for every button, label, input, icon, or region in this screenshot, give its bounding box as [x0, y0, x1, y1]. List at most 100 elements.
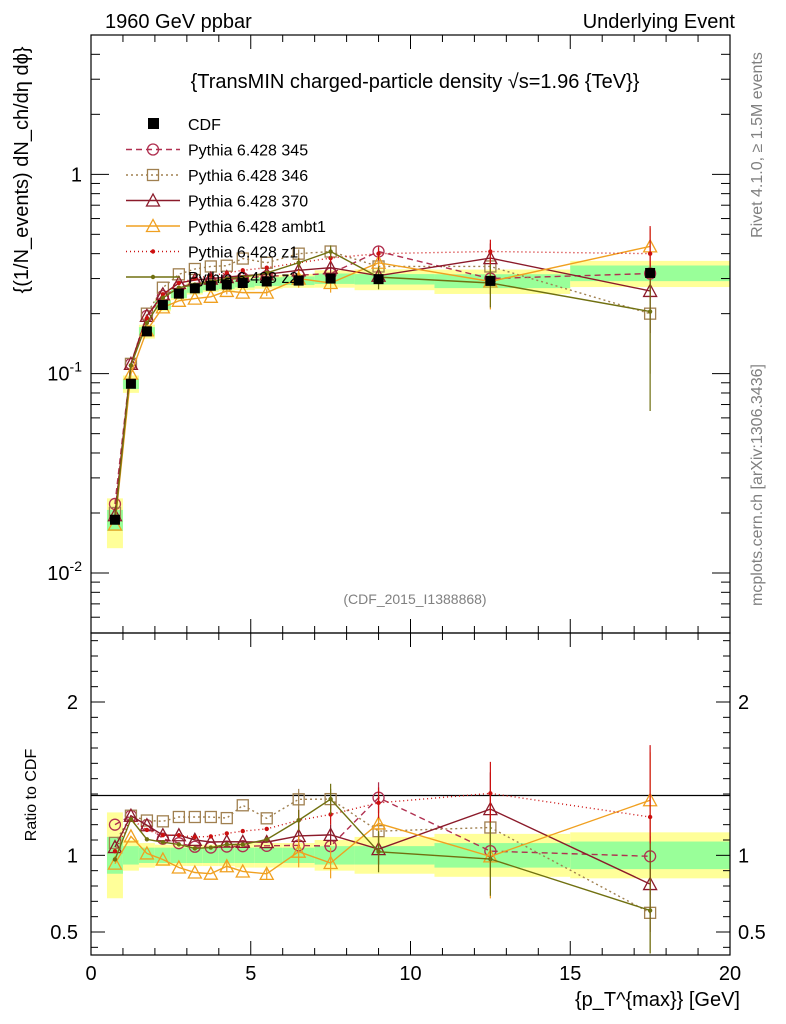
legend-label-pythia-6-428-z2: Pythia 6.428 z2 [188, 270, 298, 287]
cdf-data-points [109, 267, 656, 525]
x-tick-label: 15 [559, 963, 581, 985]
cdf-band-inner-ratio [186, 847, 203, 863]
series-main-panel [107, 226, 658, 531]
ratio-point-pythia-6-428-z1 [224, 831, 229, 836]
ratio-point-pythia-6-428-ambt1 [107, 855, 123, 870]
ratio-point-pythia-6-428-z2 [144, 837, 150, 842]
legend-marker-pythia-6-428-ambt1 [145, 218, 161, 233]
point-pythia-6-428-z2 [328, 249, 333, 254]
point-pythia-6-428-ambt1 [259, 284, 275, 299]
header-left: 1960 GeV ppbar [105, 11, 252, 33]
ratio-point-pythia-6-428-ambt1 [171, 859, 187, 874]
ratio-point-pythia-6-428-z2 [224, 842, 229, 847]
axis-tick-labels: 0 5 10 15 20 10-2 10-1 1 0.5 0.5 1 1 2 2 [47, 164, 766, 985]
point-pythia-6-428-z1 [647, 251, 653, 256]
y-axis-label: {(1/N_events) dN_ch/dη dϕ} [11, 46, 33, 293]
point-pythia-6-428-z2 [128, 363, 134, 368]
cdf-point [189, 283, 200, 294]
ratio-point-pythia-6-428-370 [219, 833, 235, 848]
cdf-band-inner-ratio [170, 847, 187, 863]
cdf-point [237, 277, 248, 288]
rivet-version-label: Rivet 4.1.0, ≥ 1.5M events [749, 52, 766, 238]
ratio-point-pythia-6-428-z1 [240, 828, 245, 834]
cdf-point [221, 279, 232, 290]
point-pythia-6-428-z2 [160, 295, 166, 301]
x-tick-label: 5 [245, 963, 256, 985]
ratio-point-pythia-6-428-ambt1 [123, 828, 139, 843]
point-pythia-6-428-z1 [488, 249, 493, 254]
x-tick-label: 10 [399, 963, 421, 985]
cdf-band-inner-ratio [218, 847, 235, 863]
cdf-band-inner-ratio [354, 846, 435, 865]
ratio-point-pythia-6-428-345 [108, 818, 122, 831]
ratio-tick-label: 2 [67, 692, 78, 714]
point-pythia-6-428-z1 [224, 270, 229, 276]
ratio-point-pythia-6-428-z1 [208, 834, 214, 839]
point-pythia-6-428-ambt1 [171, 292, 187, 307]
cdf-point [141, 326, 152, 337]
ratio-point-pythia-6-428-z2 [240, 842, 245, 847]
cdf-band-inner-ratio [254, 847, 283, 863]
point-pythia-6-428-346 [236, 252, 249, 265]
cdf-point [157, 300, 168, 311]
cdf-band-inner-ratio [154, 847, 171, 863]
ratio-point-pythia-6-428-z1 [264, 826, 269, 832]
x-tick-label: 0 [85, 963, 96, 985]
ratio-tick-label-right: 1 [738, 845, 749, 867]
cdf-point [109, 514, 120, 525]
ratio-point-pythia-6-428-ambt1 [203, 865, 219, 880]
cdf-band-inner-ratio [234, 847, 255, 863]
ratio-point-pythia-6-428-ambt1 [155, 851, 171, 866]
ratio-point-pythia-6-428-346 [292, 793, 305, 806]
ratio-point-pythia-6-428-ambt1 [323, 855, 339, 870]
ratio-point-pythia-6-428-z2 [376, 849, 381, 854]
ratio-point-pythia-6-428-z2 [264, 837, 269, 842]
cdf-point [205, 280, 216, 291]
legend-label-pythia-6-428-ambt1: Pythia 6.428 ambt1 [188, 219, 326, 236]
ratio-point-pythia-6-428-z2 [647, 908, 653, 913]
point-pythia-6-428-ambt1 [235, 284, 251, 299]
main-frame [90, 34, 731, 634]
y-tick-label: 1 [71, 164, 82, 186]
legend-marker-pythia-6-428-370 [145, 192, 161, 207]
ratio-axis-label: Ratio to CDF [23, 749, 40, 842]
ratio-point-pythia-6-428-370 [259, 834, 275, 849]
legend-label-cdf: CDF [188, 117, 221, 134]
ratio-point-pythia-6-428-z2 [128, 816, 134, 822]
cdf-point [485, 275, 496, 286]
ratio-point-pythia-6-428-ambt1 [370, 815, 387, 830]
plot-title: {TransMIN charged-particle density √s=1.… [191, 71, 640, 93]
ratio-point-pythia-6-428-346 [220, 811, 233, 825]
ratio-point-pythia-6-428-346 [204, 810, 217, 824]
point-pythia-6-428-ambt1 [203, 288, 219, 303]
point-pythia-6-428-z1 [176, 280, 182, 286]
analysis-id: (CDF_2015_I1388868) [343, 591, 486, 607]
cdf-point [173, 288, 184, 299]
ratio-point-pythia-6-428-ambt1 [187, 864, 203, 879]
x-axis-label: {p_T^{max}} [GeV] [575, 989, 740, 1011]
ratio-point-pythia-6-428-346 [236, 799, 249, 812]
point-pythia-6-428-z1 [264, 265, 269, 270]
ratio-point-pythia-6-428-ambt1 [219, 858, 235, 873]
ratio-point-pythia-6-428-ambt1 [235, 863, 251, 878]
ratio-point-pythia-6-428-z2 [328, 796, 333, 802]
y-tick-label: 10-2 [47, 558, 82, 585]
ratio-point-pythia-6-428-ambt1 [139, 845, 155, 860]
series-ratio-panel [107, 745, 658, 954]
ratio-point-pythia-6-428-346 [188, 810, 201, 824]
point-pythia-6-428-ambt1 [219, 283, 235, 298]
point-pythia-6-428-370 [323, 259, 339, 274]
cdf-point [125, 378, 136, 389]
mcplots-source-label: mcplots.cern.ch [arXiv:1306.3436] [749, 364, 766, 606]
ratio-point-pythia-6-428-ambt1 [259, 865, 275, 880]
ratio-point-pythia-6-428-370 [235, 834, 251, 849]
cdf-band-inner-ratio [434, 843, 571, 868]
legend-label-pythia-6-428-370: Pythia 6.428 370 [188, 194, 308, 211]
ratio-point-pythia-6-428-z1 [144, 827, 150, 833]
ratio-point-pythia-6-428-z2 [296, 818, 301, 823]
legend: CDF Pythia 6.428 345 Pythia 6.428 346 Pythi… [126, 117, 326, 287]
ratio-point-pythia-6-428-z1 [176, 833, 182, 838]
ratio-tick-label: 0.5 [50, 922, 78, 944]
point-pythia-6-428-z1 [144, 315, 150, 321]
